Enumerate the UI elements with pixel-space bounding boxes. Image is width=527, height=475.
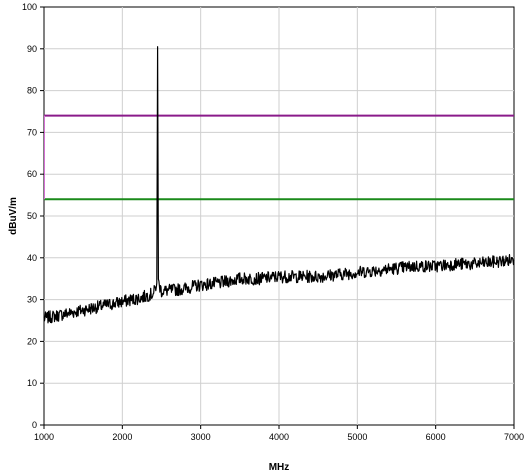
x-tick-label: 1000 — [34, 432, 54, 442]
y-axis-ticks: 0 10 20 30 40 50 60 70 80 90 100 — [22, 2, 44, 430]
y-tick-label: 100 — [22, 2, 37, 12]
x-axis-ticks: 1000 2000 3000 4000 5000 6000 7000 — [34, 425, 524, 442]
y-tick-label: 60 — [27, 169, 37, 179]
y-tick-label: 50 — [27, 211, 37, 221]
x-tick-label: 7000 — [504, 432, 524, 442]
limit-lines — [44, 114, 514, 201]
y-tick-label: 0 — [32, 420, 37, 430]
measurement-trace — [43, 46, 515, 324]
y-axis-label: dBuV/m — [8, 197, 19, 235]
x-axis-label: MHz — [269, 462, 290, 473]
y-tick-label: 40 — [27, 253, 37, 263]
x-tick-label: 6000 — [426, 432, 446, 442]
y-tick-label: 20 — [27, 336, 37, 346]
x-tick-label: 5000 — [347, 432, 367, 442]
x-tick-label: 4000 — [269, 432, 289, 442]
x-tick-label: 2000 — [112, 432, 132, 442]
x-tick-label: 3000 — [191, 432, 211, 442]
series-group — [43, 46, 515, 324]
gridlines — [44, 7, 514, 425]
y-tick-label: 70 — [27, 127, 37, 137]
y-tick-label: 90 — [27, 44, 37, 54]
y-tick-label: 30 — [27, 295, 37, 305]
y-tick-label: 80 — [27, 86, 37, 96]
y-tick-label: 10 — [27, 378, 37, 388]
